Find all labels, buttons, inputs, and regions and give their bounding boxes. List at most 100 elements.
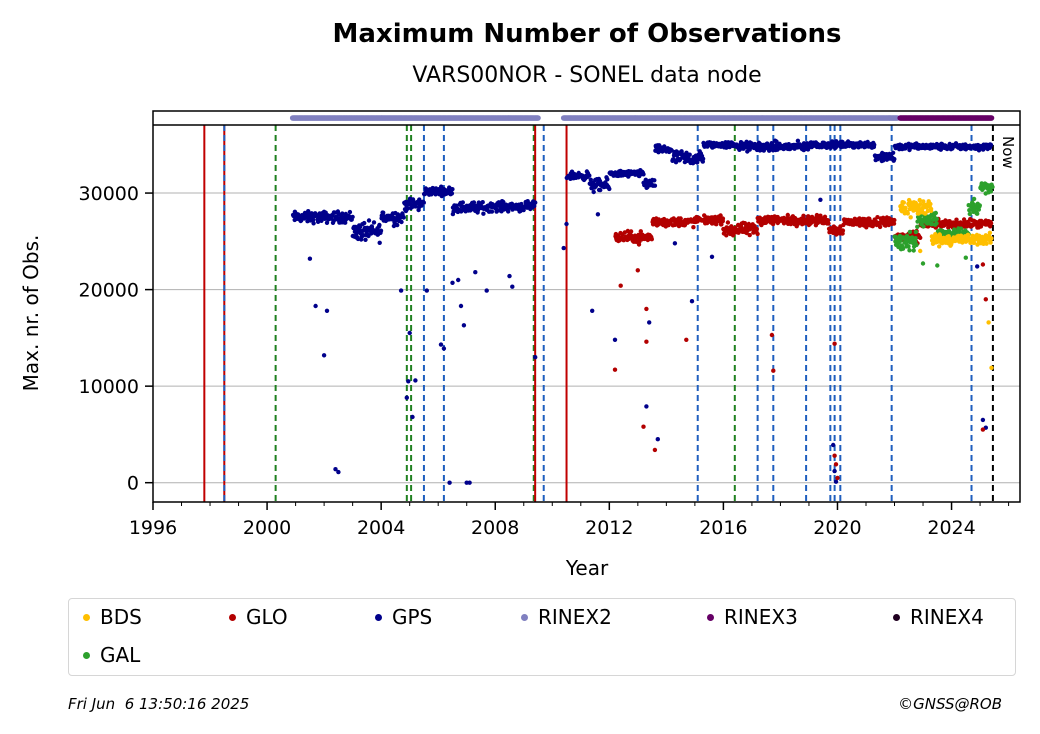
point-gal bbox=[898, 238, 903, 243]
point-gps bbox=[484, 288, 489, 293]
now-label: Now bbox=[999, 136, 1017, 169]
point-gps bbox=[561, 245, 566, 251]
point-bds bbox=[921, 199, 926, 204]
point-glo bbox=[832, 453, 837, 458]
legend-item-rinex2: RINEX2 bbox=[521, 605, 612, 629]
point-gps bbox=[684, 150, 689, 155]
point-glo bbox=[638, 229, 643, 234]
x-tick-label: 2004 bbox=[357, 517, 405, 539]
point-gps bbox=[441, 346, 447, 351]
point-gps bbox=[818, 197, 823, 202]
y-tick-label: 10000 bbox=[79, 376, 139, 398]
point-glo bbox=[747, 232, 752, 238]
point-glo bbox=[978, 224, 984, 229]
point-glo bbox=[678, 216, 683, 221]
point-gps bbox=[747, 147, 752, 152]
point-gps bbox=[399, 219, 404, 225]
point-gps bbox=[473, 270, 478, 275]
point-gps bbox=[377, 222, 382, 228]
point-gps bbox=[892, 156, 897, 162]
x-tick-label: 2000 bbox=[243, 517, 291, 539]
point-gps bbox=[395, 222, 400, 228]
point-gal bbox=[933, 210, 938, 216]
point-gps bbox=[307, 256, 313, 261]
point-gal bbox=[977, 203, 982, 208]
point-gps bbox=[458, 303, 464, 309]
point-gps bbox=[311, 221, 316, 226]
legend-item-gal: GAL bbox=[83, 643, 140, 667]
point-gps bbox=[461, 323, 467, 328]
point-glo bbox=[612, 367, 618, 372]
point-glo bbox=[684, 337, 689, 342]
legend-label-rinex3: RINEX3 bbox=[724, 605, 798, 629]
legend-item-rinex4: RINEX4 bbox=[893, 605, 984, 629]
chart-title: Maximum Number of Observations bbox=[333, 19, 842, 49]
point-gps bbox=[324, 220, 330, 225]
point-glo bbox=[746, 221, 751, 227]
point-gps bbox=[352, 229, 358, 234]
point-gal bbox=[921, 224, 926, 229]
legend-item-gps: GPS bbox=[375, 605, 432, 629]
point-gps bbox=[890, 150, 896, 155]
point-glo bbox=[877, 224, 883, 230]
point-glo bbox=[718, 213, 723, 218]
point-gps bbox=[450, 187, 455, 192]
point-gal bbox=[920, 261, 926, 266]
point-bds bbox=[988, 240, 993, 245]
point-glo bbox=[826, 221, 831, 226]
point-gps bbox=[598, 187, 603, 193]
point-gps bbox=[641, 172, 646, 177]
point-gps bbox=[744, 139, 749, 144]
point-gal bbox=[907, 229, 913, 235]
point-gps bbox=[311, 217, 316, 223]
legend-label-gal: GAL bbox=[100, 643, 141, 667]
x-axis-label: Year bbox=[565, 556, 609, 580]
point-bds bbox=[901, 200, 906, 205]
y-tick-label: 30000 bbox=[79, 183, 139, 205]
point-bds bbox=[937, 244, 942, 249]
point-gps bbox=[413, 204, 418, 209]
point-glo bbox=[833, 462, 839, 467]
point-gal bbox=[905, 234, 910, 240]
point-glo bbox=[840, 228, 846, 233]
point-gps bbox=[371, 220, 377, 225]
point-glo bbox=[801, 213, 806, 218]
series-glo bbox=[612, 212, 994, 481]
point-gps bbox=[591, 189, 596, 195]
point-gps bbox=[533, 355, 538, 360]
point-glo bbox=[634, 239, 639, 244]
footer-copyright: ©GNSS@ROB bbox=[898, 695, 1002, 713]
point-gps bbox=[587, 173, 592, 178]
point-gps bbox=[832, 468, 837, 474]
x-tick-label: 2016 bbox=[699, 517, 747, 539]
point-glo bbox=[649, 237, 654, 242]
point-gps bbox=[700, 156, 706, 161]
point-gps bbox=[460, 200, 465, 205]
legend-label-bds: BDS bbox=[100, 605, 142, 629]
point-gps bbox=[336, 469, 341, 475]
point-gal bbox=[913, 229, 919, 235]
point-gps bbox=[438, 342, 444, 347]
point-gps bbox=[672, 241, 678, 246]
point-glo bbox=[988, 221, 994, 226]
point-gps bbox=[404, 395, 409, 400]
point-gps bbox=[519, 201, 524, 207]
point-gps bbox=[865, 139, 870, 145]
point-gps bbox=[564, 221, 569, 227]
point-gal bbox=[971, 196, 977, 202]
legend-marker-gal bbox=[83, 651, 90, 659]
point-glo bbox=[725, 220, 731, 225]
point-gps bbox=[481, 211, 486, 216]
point-glo bbox=[720, 216, 726, 221]
point-gps bbox=[644, 404, 649, 409]
point-glo bbox=[635, 268, 640, 273]
point-gps bbox=[449, 191, 455, 196]
point-glo bbox=[918, 235, 923, 240]
point-glo bbox=[724, 233, 729, 238]
point-gps bbox=[652, 178, 657, 183]
point-gps bbox=[533, 200, 538, 205]
point-bds bbox=[986, 320, 991, 325]
chart-subtitle: VARS00NOR - SONEL data node bbox=[412, 63, 761, 88]
point-gps bbox=[687, 152, 692, 157]
point-glo bbox=[892, 217, 897, 223]
